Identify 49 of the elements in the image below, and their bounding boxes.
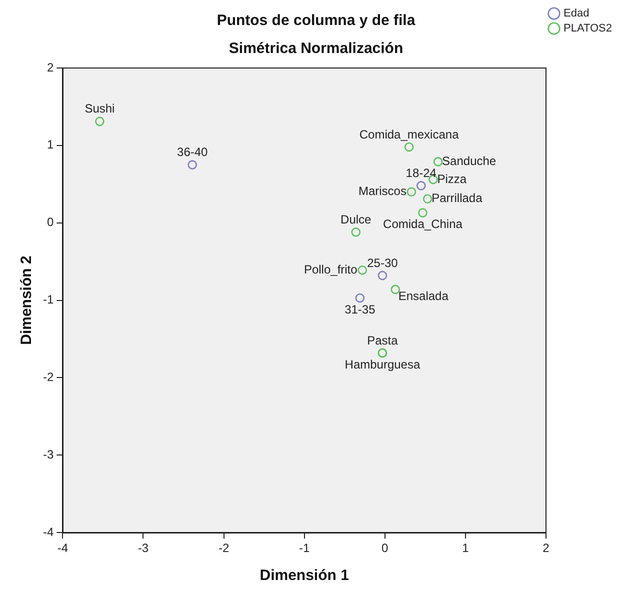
annotation: Pasta: [367, 333, 398, 348]
y-tick-label: -1: [43, 292, 54, 307]
annotation: Comida_China: [383, 217, 463, 232]
chart-subtitle: Simétrica Normalización: [228, 40, 404, 58]
point: [433, 157, 443, 166]
annotation: Pollo_frito: [304, 262, 358, 276]
point: [404, 142, 414, 152]
point: [422, 194, 432, 204]
legend-label: Edad: [563, 8, 590, 20]
y-axis-title: Dimensión 2: [18, 256, 36, 345]
annotation: Sushi: [84, 102, 115, 116]
point: [358, 265, 367, 275]
annotation: Sanduche: [442, 154, 496, 168]
annotation: Pizza: [437, 172, 467, 186]
x-tick-label: -2: [218, 541, 230, 556]
legend-label: PLATOS2: [563, 22, 612, 35]
chart-title: Puntos de columna y de fila: [216, 12, 416, 30]
x-tick-label: -1: [298, 541, 310, 556]
point: [95, 116, 104, 126]
x-tick-label: -4: [57, 541, 68, 556]
point: [378, 270, 388, 280]
y-tick-label: -4: [43, 524, 54, 539]
annotation: Ensalada: [398, 288, 449, 303]
point: [416, 181, 426, 190]
point: [406, 187, 416, 197]
point: [418, 208, 428, 218]
annotation: Comida_mexicana: [359, 127, 460, 142]
x-tick-label: 1: [462, 541, 470, 556]
annotation: Hamburguesa: [344, 357, 420, 372]
x-tick-label: -3: [138, 541, 149, 556]
annotation: 31-35: [344, 302, 376, 316]
y-tick-label: 0: [46, 215, 54, 230]
point: [355, 293, 365, 303]
y-tick-label: 1: [46, 138, 54, 152]
annotation: 25-30: [367, 256, 398, 270]
point: [188, 160, 198, 170]
point: [390, 284, 400, 294]
y-tick-label: 2: [46, 60, 54, 74]
annotation: Mariscos: [358, 184, 406, 198]
annotation: 36-40: [177, 145, 208, 160]
annotation: Dulce: [340, 212, 372, 226]
annotation: 18-24: [406, 166, 437, 180]
x-tick-label: 0: [382, 541, 389, 556]
x-axis-title: Dimensión 1: [260, 567, 349, 584]
y-tick-label: -2: [43, 370, 54, 384]
y-tick-label: -3: [43, 447, 54, 462]
x-tick-label: 2: [542, 541, 550, 556]
annotation: Parrillada: [432, 191, 483, 206]
point: [351, 228, 361, 237]
